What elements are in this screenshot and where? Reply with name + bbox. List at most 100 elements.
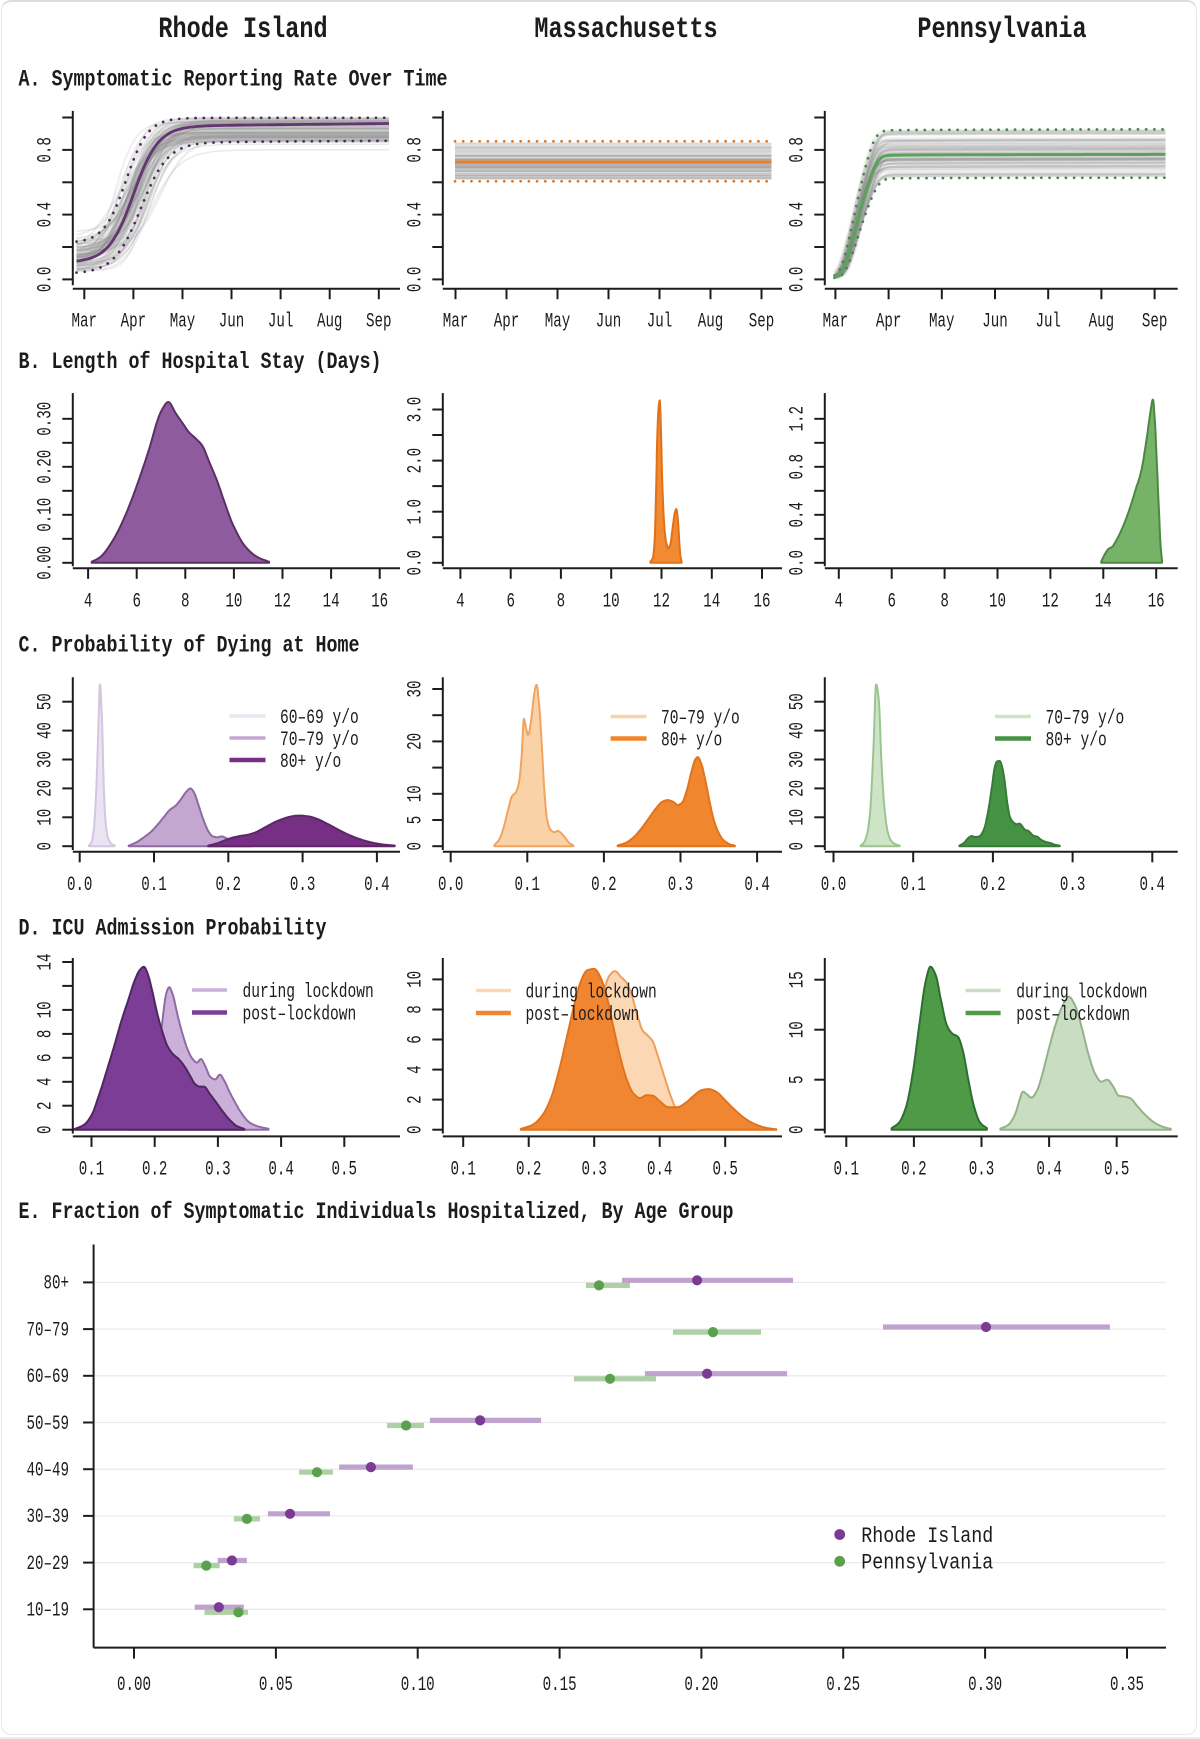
svg-text:30: 30 [34,751,57,768]
svg-text:2: 2 [34,1101,57,1110]
svg-text:0.35: 0.35 [1110,1674,1144,1697]
svg-text:Sep: Sep [366,311,392,334]
svg-text:Jul: Jul [647,311,673,334]
svg-text:0.0: 0.0 [821,874,847,897]
svg-text:0.4: 0.4 [786,202,809,228]
svg-text:20–29: 20–29 [27,1553,70,1576]
svg-text:0.1: 0.1 [141,874,167,897]
svg-text:40: 40 [786,722,809,739]
svg-text:0.1: 0.1 [900,874,926,897]
svg-text:during lockdown: during lockdown [243,981,374,1004]
svg-text:0.30: 0.30 [34,402,57,436]
svg-text:10: 10 [786,809,809,826]
svg-text:20: 20 [404,733,427,750]
svg-text:0.0: 0.0 [404,267,427,293]
svg-text:15: 15 [786,971,809,988]
svg-text:14: 14 [323,590,340,613]
svg-text:Apr: Apr [876,311,902,334]
svg-text:70–79: 70–79 [27,1319,70,1342]
svg-text:40–49: 40–49 [27,1460,70,1483]
svg-text:12: 12 [274,590,291,613]
svg-text:0.4: 0.4 [744,874,770,897]
svg-text:0.0: 0.0 [786,550,809,576]
svg-text:70–79 y/o: 70–79 y/o [661,708,740,731]
svg-text:0.2: 0.2 [980,874,1006,897]
svg-text:0.2: 0.2 [216,874,242,897]
svg-text:0.2: 0.2 [901,1158,927,1181]
svg-text:0.1: 0.1 [79,1158,105,1181]
svg-text:20: 20 [34,780,57,797]
svg-text:2.0: 2.0 [404,448,427,474]
svg-text:50: 50 [34,693,57,710]
svg-text:30–39: 30–39 [27,1506,70,1529]
svg-text:0.30: 0.30 [968,1674,1002,1697]
svg-text:50–59: 50–59 [27,1413,70,1436]
svg-text:8: 8 [940,590,949,613]
svg-text:5: 5 [786,1075,809,1084]
svg-text:0.0: 0.0 [786,267,809,293]
svg-text:10–19: 10–19 [27,1600,70,1623]
svg-text:50: 50 [786,693,809,710]
svg-text:D. ICU Admission Probability: D. ICU Admission Probability [19,916,327,942]
svg-text:Pennsylvania: Pennsylvania [861,1550,993,1576]
svg-text:10: 10 [225,590,242,613]
svg-text:60–69 y/o: 60–69 y/o [280,707,359,730]
svg-text:2: 2 [404,1095,427,1104]
svg-text:4: 4 [404,1065,427,1074]
svg-text:10: 10 [404,785,427,802]
svg-text:0.4: 0.4 [34,202,57,228]
svg-text:Aug: Aug [698,311,724,334]
svg-text:May: May [170,311,196,334]
svg-text:0.4: 0.4 [1140,874,1166,897]
svg-text:Jul: Jul [268,311,294,334]
svg-text:8: 8 [181,590,190,613]
svg-text:0.8: 0.8 [404,137,427,163]
svg-text:3.0: 3.0 [404,397,427,423]
svg-text:0: 0 [34,1125,57,1134]
svg-text:8: 8 [404,1005,427,1014]
svg-text:0.0: 0.0 [67,874,93,897]
svg-text:0.3: 0.3 [668,874,694,897]
svg-text:70–79 y/o: 70–79 y/o [280,729,359,752]
svg-text:Pennsylvania: Pennsylvania [917,12,1086,46]
svg-text:0.3: 0.3 [1060,874,1086,897]
svg-text:0.1: 0.1 [515,874,541,897]
svg-text:0.0: 0.0 [404,550,427,576]
svg-text:10: 10 [34,1001,57,1018]
svg-text:80+: 80+ [44,1273,70,1296]
svg-text:0.4: 0.4 [404,202,427,228]
svg-text:0.10: 0.10 [34,498,57,532]
svg-text:20: 20 [786,780,809,797]
svg-text:0.4: 0.4 [647,1158,673,1181]
svg-text:4: 4 [835,590,844,613]
svg-text:0.05: 0.05 [259,1674,293,1697]
svg-text:0: 0 [404,842,427,851]
svg-text:0: 0 [404,1125,427,1134]
svg-text:0.2: 0.2 [591,874,617,897]
svg-text:0: 0 [786,842,809,851]
svg-text:post–lockdown: post–lockdown [243,1004,357,1027]
svg-text:10: 10 [603,590,620,613]
svg-text:0.8: 0.8 [786,454,809,480]
svg-text:0.5: 0.5 [1104,1158,1130,1181]
svg-text:16: 16 [1148,590,1165,613]
svg-text:C. Probability of Dying at Hom: C. Probability of Dying at Home [19,632,360,658]
svg-text:5: 5 [404,816,427,825]
svg-text:6: 6 [34,1054,57,1063]
svg-text:Rhode Island: Rhode Island [158,12,327,46]
svg-text:10: 10 [404,971,427,988]
svg-text:Jun: Jun [219,311,245,334]
svg-text:0.2: 0.2 [142,1158,168,1181]
svg-text:4: 4 [84,590,93,613]
svg-text:0.4: 0.4 [268,1158,294,1181]
svg-text:0.3: 0.3 [290,874,316,897]
svg-text:Massachusetts: Massachusetts [534,12,717,46]
svg-text:0.4: 0.4 [786,502,809,528]
svg-text:Sep: Sep [749,311,775,334]
svg-text:0.4: 0.4 [364,874,390,897]
svg-text:May: May [929,311,955,334]
svg-text:post–lockdown: post–lockdown [1016,1004,1130,1027]
svg-text:during lockdown: during lockdown [1016,982,1147,1005]
svg-text:B. Length of Hospital Stay (Da: B. Length of Hospital Stay (Days) [19,349,382,375]
svg-text:6: 6 [132,590,141,613]
